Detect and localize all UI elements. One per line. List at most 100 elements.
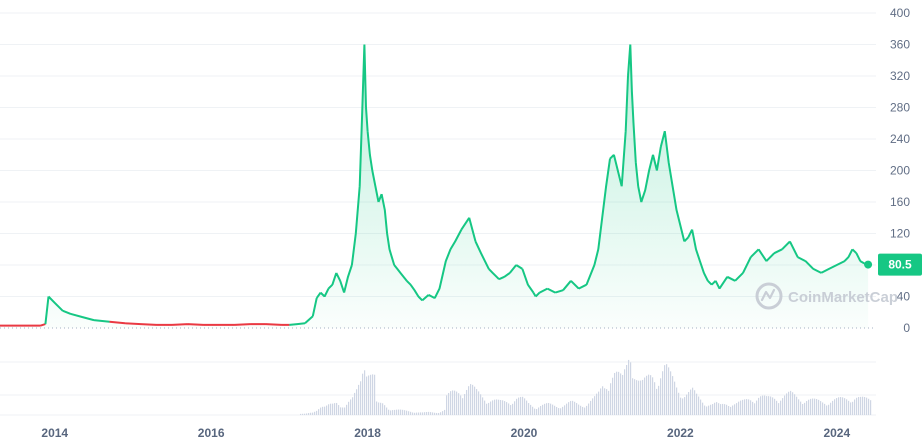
volume-bar xyxy=(870,400,872,415)
y-tick-label: 160 xyxy=(890,195,910,209)
volume-bar xyxy=(736,403,738,415)
volume-bar xyxy=(620,373,622,415)
volume-bar xyxy=(636,380,638,415)
volume-bar xyxy=(316,410,318,415)
volume-bar xyxy=(428,411,430,415)
volume-bar xyxy=(828,404,830,415)
volume-bar xyxy=(628,359,630,415)
volume-bar xyxy=(804,402,806,415)
volume-bar xyxy=(792,392,794,415)
volume-bar xyxy=(442,411,444,415)
coinmarketcap-logo-icon xyxy=(755,282,783,310)
volume-bar xyxy=(318,409,320,415)
volume-bar xyxy=(540,405,542,415)
volume-bar xyxy=(388,409,390,415)
volume-bar xyxy=(608,390,610,415)
volume-bar xyxy=(570,400,572,415)
volume-bar xyxy=(604,388,606,415)
volume-bar xyxy=(824,403,826,415)
volume-bar xyxy=(402,409,404,415)
x-tick-label: 2016 xyxy=(198,426,225,440)
volume-bar xyxy=(430,412,432,415)
watermark: CoinMarketCap xyxy=(755,282,898,310)
volume-bar xyxy=(692,387,694,415)
y-tick-label: 400 xyxy=(890,6,910,20)
volume-bar xyxy=(820,401,822,415)
volume-bar xyxy=(408,411,410,415)
volume-bar xyxy=(694,390,696,415)
volume-bar xyxy=(816,398,818,415)
volume-bar xyxy=(762,395,764,415)
volume-bar xyxy=(830,402,832,415)
volume-bar xyxy=(840,397,842,415)
volume-bar xyxy=(654,382,656,415)
volume-bar xyxy=(366,376,368,415)
volume-bar xyxy=(860,396,862,415)
volume-bar xyxy=(568,402,570,415)
volume-bar xyxy=(500,399,502,415)
volume-bar xyxy=(642,379,644,415)
volume-bar xyxy=(834,399,836,415)
volume-bar xyxy=(838,397,840,415)
volume-bar xyxy=(418,412,420,415)
volume-bar xyxy=(728,405,730,415)
volume-bar xyxy=(320,407,322,415)
volume-bar xyxy=(596,393,598,415)
volume-bar xyxy=(306,413,308,415)
volume-bar xyxy=(670,371,672,415)
volume-bar xyxy=(560,408,562,415)
volume-bar xyxy=(786,393,788,415)
volume-bar xyxy=(494,399,496,415)
volume-bar xyxy=(330,403,332,415)
volume-bar xyxy=(514,401,516,415)
volume-bar xyxy=(546,403,548,415)
volume-bar xyxy=(690,389,692,415)
volume-bar xyxy=(832,400,834,415)
volume-bar xyxy=(446,395,448,415)
volume-bar xyxy=(552,404,554,415)
volume-bar xyxy=(634,379,636,415)
volume-bar xyxy=(538,407,540,415)
volume-bar xyxy=(406,410,408,415)
volume-bar xyxy=(668,367,670,415)
volume-bar xyxy=(520,396,522,415)
volume-bar xyxy=(706,406,708,415)
volume-bar xyxy=(764,395,766,415)
volume-bar xyxy=(766,396,768,415)
volume-bar xyxy=(556,406,558,415)
volume-bar xyxy=(526,400,528,415)
volume-bar xyxy=(778,403,780,415)
volume-bar xyxy=(610,383,612,415)
y-tick-label: 280 xyxy=(890,101,910,115)
y-tick-label: 120 xyxy=(890,227,910,241)
volume-bar xyxy=(672,376,674,415)
volume-bar xyxy=(574,401,576,415)
volume-bar xyxy=(352,397,354,415)
volume-bar xyxy=(714,402,716,415)
volume-bar xyxy=(432,412,434,415)
volume-bar xyxy=(426,411,428,415)
volume-bar xyxy=(788,391,790,415)
volume-bar xyxy=(386,407,388,415)
volume-bar xyxy=(392,410,394,415)
volume-bar xyxy=(404,410,406,415)
volume-bar xyxy=(734,404,736,415)
volume-bar xyxy=(450,391,452,415)
volume-bar xyxy=(474,386,476,415)
volume-bar xyxy=(590,400,592,415)
volume-bar xyxy=(344,407,346,415)
volume-bar xyxy=(748,399,750,415)
gridlines xyxy=(0,12,876,416)
volume-bar xyxy=(796,396,798,415)
volume-bar xyxy=(436,412,438,415)
x-tick-label: 2024 xyxy=(823,426,850,440)
volume-bar xyxy=(858,396,860,415)
volume-bar xyxy=(742,399,744,415)
volume-bar xyxy=(310,412,312,415)
volume-bar xyxy=(708,405,710,415)
volume-bar xyxy=(312,412,314,415)
volume-bar xyxy=(774,398,776,415)
volume-bar xyxy=(460,395,462,415)
volume-bar xyxy=(800,401,802,415)
volume-bar xyxy=(394,409,396,415)
